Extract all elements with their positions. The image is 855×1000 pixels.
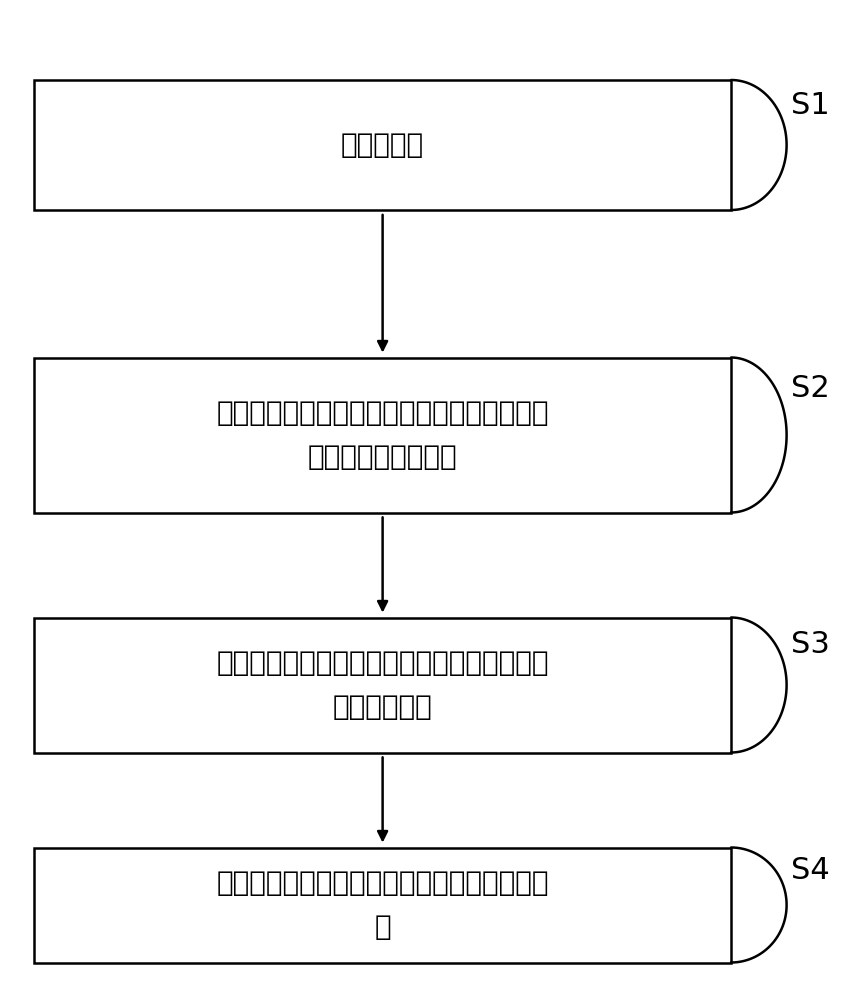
FancyBboxPatch shape xyxy=(34,358,731,513)
Text: S2: S2 xyxy=(791,374,829,403)
Text: S4: S4 xyxy=(791,856,829,885)
Text: 对所述第二钼靶材坯料进行退火处理形成钼靶
材: 对所述第二钼靶材坯料进行退火处理形成钼靶 材 xyxy=(216,869,549,941)
FancyBboxPatch shape xyxy=(34,617,731,752)
Text: 采用热压烧结工艺对钼粉末进行致密化处理，
形成第一钼靶材坯料: 采用热压烧结工艺对钼粉末进行致密化处理， 形成第一钼靶材坯料 xyxy=(216,399,549,471)
Text: S1: S1 xyxy=(791,92,829,120)
Text: 对所述第一钼靶材坯料进行热轧处理，形成第
二钼靶材坯料: 对所述第一钼靶材坯料进行热轧处理，形成第 二钼靶材坯料 xyxy=(216,649,549,721)
FancyBboxPatch shape xyxy=(34,848,731,962)
Text: S3: S3 xyxy=(791,630,829,659)
FancyBboxPatch shape xyxy=(34,80,731,210)
Text: 提供钼粉末: 提供钼粉末 xyxy=(341,131,424,159)
